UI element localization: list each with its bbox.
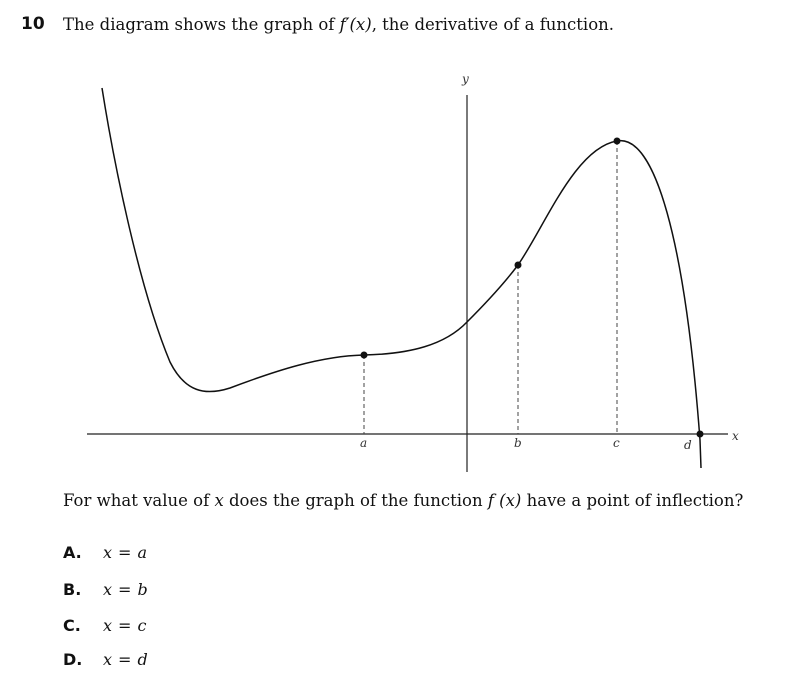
option-d[interactable]: D. x = d <box>63 650 148 669</box>
prompt-mid: does the graph of the function <box>223 491 488 510</box>
derivative-curve <box>101 87 702 469</box>
point-d <box>696 430 704 438</box>
point-c <box>613 137 621 145</box>
x-axis-label: x <box>732 429 739 443</box>
option-value: b <box>137 580 148 599</box>
option-letter: B. <box>63 580 82 599</box>
point-b <box>514 261 522 269</box>
option-value: d <box>137 650 148 669</box>
prompt-function: f (x) <box>487 491 522 510</box>
option-var: x <box>103 580 113 599</box>
option-a[interactable]: A. x = a <box>63 543 147 562</box>
y-axis-label: y <box>461 72 469 86</box>
option-c[interactable]: C. x = c <box>63 616 146 635</box>
prompt-prefix: For what value of <box>63 491 215 510</box>
stem-prefix: The diagram shows the graph of <box>63 15 340 34</box>
option-equals: = <box>118 543 132 562</box>
option-equals: = <box>118 580 132 599</box>
prompt-var: x <box>214 491 224 510</box>
question-stem: The diagram shows the graph of f′(x), th… <box>63 15 614 34</box>
option-letter: D. <box>63 650 83 669</box>
stem-function: f′(x) <box>339 15 372 34</box>
option-value: c <box>137 616 147 635</box>
question-number: 10 <box>21 14 45 34</box>
option-equals: = <box>118 650 132 669</box>
label-a: a <box>360 436 367 450</box>
option-letter: C. <box>63 616 81 635</box>
derivative-graph: y x a b c d <box>87 72 739 472</box>
option-var: x <box>103 543 113 562</box>
label-d: d <box>684 438 692 452</box>
option-equals: = <box>118 616 132 635</box>
option-var: x <box>103 616 113 635</box>
prompt-suffix: have a point of inflection? <box>521 491 744 510</box>
option-var: x <box>103 650 113 669</box>
option-letter: A. <box>63 543 82 562</box>
point-a <box>360 351 368 359</box>
option-b[interactable]: B. x = b <box>63 580 148 599</box>
label-c: c <box>613 436 620 450</box>
label-b: b <box>514 436 522 450</box>
stem-suffix: , the derivative of a function. <box>371 15 615 34</box>
question-prompt: For what value of x does the graph of th… <box>63 491 743 510</box>
option-value: a <box>137 543 147 562</box>
